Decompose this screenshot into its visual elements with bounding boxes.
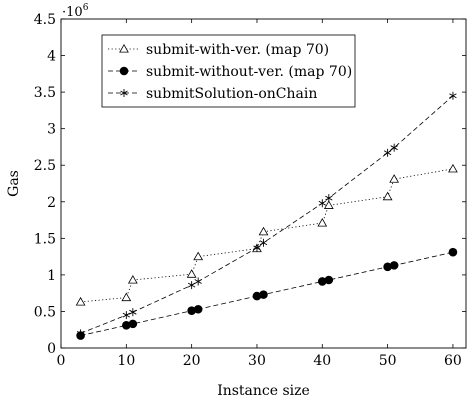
y-tick-label: 0.5 — [34, 304, 56, 320]
circle-marker — [122, 321, 131, 330]
circle-marker — [324, 275, 334, 285]
circle-marker — [119, 66, 129, 76]
x-axis-ticks: 0 10 20 30 40 50 60 — [57, 19, 462, 369]
y-tick-label: 4 — [47, 49, 56, 65]
circle-marker — [128, 319, 138, 329]
triangle-marker — [389, 174, 400, 183]
triangle-marker — [127, 275, 138, 284]
series-markers — [75, 91, 458, 340]
asterisk-marker — [76, 329, 85, 338]
series-line-3 — [80, 95, 454, 334]
triangle-marker — [258, 226, 269, 236]
asterisk-stroke — [259, 240, 268, 246]
asterisk-stroke — [76, 330, 85, 336]
asterisk-marker — [187, 281, 196, 290]
triangle-marker — [193, 251, 204, 261]
asterisk-marker — [253, 243, 261, 252]
x-tick-label: 10 — [117, 353, 135, 369]
asterisk-stroke — [194, 279, 202, 284]
x-axis-label: Instance size — [217, 383, 310, 399]
triangle-marker — [121, 292, 132, 302]
x-tick-label: 0 — [57, 353, 66, 369]
circle-marker — [193, 304, 203, 314]
asterisk-stroke — [129, 309, 137, 315]
circle-marker — [389, 261, 399, 270]
asterisk-marker — [318, 199, 326, 208]
y-multiplier-base: ·10 — [62, 5, 83, 20]
legend-label: submitSolution-onChain — [146, 86, 317, 102]
triangle-marker — [382, 191, 393, 201]
y-tick-label: 2 — [47, 195, 56, 211]
circle-marker — [252, 291, 262, 301]
x-tick-label: 20 — [183, 353, 201, 369]
asterisk-stroke — [318, 200, 326, 206]
triangle-marker — [448, 163, 458, 173]
asterisk-stroke — [122, 312, 131, 318]
triangle-marker — [75, 296, 86, 306]
asterisk-stroke — [120, 90, 128, 96]
y-tick-label: 0 — [47, 341, 56, 357]
asterisk-marker — [120, 89, 128, 97]
y-axis-label: Gas — [6, 170, 22, 197]
circle-marker — [317, 277, 327, 286]
asterisk-marker — [194, 277, 202, 286]
triangle-marker — [119, 43, 129, 53]
legend-label: submit-without-ver. (map 70) — [146, 64, 352, 80]
legend: submit-with-ver. (map 70) submit-without-… — [101, 34, 356, 108]
x-tick-label: 50 — [379, 353, 397, 369]
legend-box — [101, 34, 356, 108]
asterisk-stroke — [187, 282, 196, 288]
asterisk-stroke — [253, 245, 261, 251]
y-tick-label: 3.5 — [34, 85, 56, 101]
y-tick-label: 2.5 — [34, 158, 56, 174]
y-tick-label: 1 — [47, 268, 56, 284]
triangle-marker — [186, 269, 197, 278]
asterisk-marker — [122, 311, 131, 320]
asterisk-marker — [449, 91, 457, 100]
triangle-marker — [323, 200, 334, 209]
x-tick-label: 60 — [444, 353, 462, 369]
asterisk-marker — [325, 194, 333, 203]
legend-label: submit-with-ver. (map 70) — [146, 42, 329, 58]
triangle-marker — [317, 217, 328, 227]
y-tick-label: 3 — [47, 122, 56, 138]
plot-frame — [60, 18, 467, 349]
asterisk-marker — [259, 238, 268, 247]
y-axis-multiplier: ·106 — [62, 3, 89, 20]
asterisk-marker — [383, 148, 392, 157]
asterisk-marker — [129, 308, 137, 317]
circle-marker — [448, 247, 458, 257]
asterisk-marker — [390, 143, 398, 152]
x-tick-label: 30 — [248, 353, 266, 369]
circle-marker — [187, 306, 196, 316]
x-tick-label: 40 — [313, 353, 331, 369]
circle-marker — [259, 290, 268, 299]
y-tick-label: 1.5 — [34, 231, 56, 247]
asterisk-stroke — [449, 93, 457, 99]
asterisk-stroke — [325, 195, 333, 201]
y-multiplier-exponent: 6 — [83, 3, 89, 13]
asterisk-stroke — [383, 150, 392, 156]
y-axis-ticks: 0 0.5 1 1.5 2 2.5 3 3.5 4 4.5 — [34, 12, 466, 357]
circle-marker — [383, 262, 392, 272]
asterisk-stroke — [390, 145, 398, 151]
y-tick-label: 4.5 — [34, 12, 56, 28]
